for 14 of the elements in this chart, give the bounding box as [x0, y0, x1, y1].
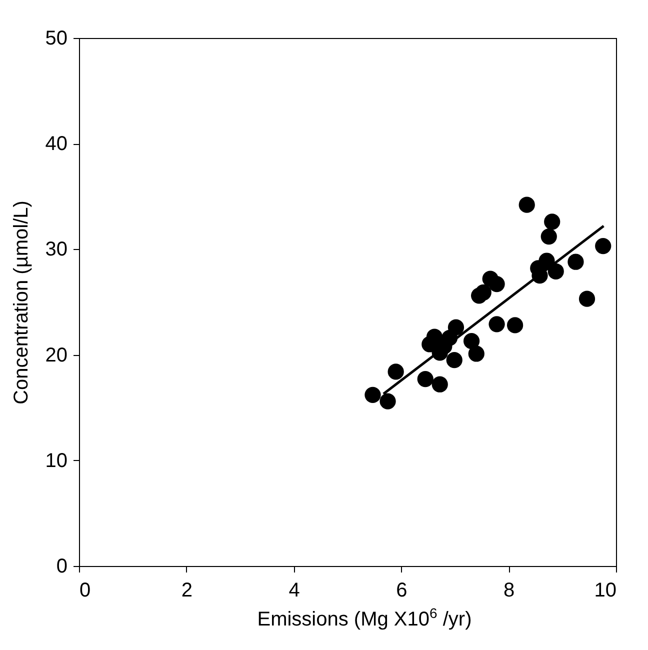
x-tick-label: 6 — [396, 580, 408, 602]
y-tick-label: 40 — [45, 133, 68, 156]
y-tick-label: 20 — [45, 344, 68, 366]
x-tick-label: 10 — [594, 580, 616, 602]
x-tick-label: 2 — [181, 580, 192, 602]
x-axis-title: Emissions (Mg X10$^{6}$ /yr) — [256, 605, 473, 632]
x-tick-label: 4 — [288, 580, 300, 602]
y-tick-label: 30 — [45, 238, 68, 261]
y-axis-title: Concentration (µmol/L) — [10, 200, 32, 404]
y-tick-label: 10 — [45, 450, 68, 472]
y-tick-label: 50 — [45, 28, 68, 50]
x-tick-label: 8 — [504, 580, 515, 602]
y-tick-label: 0 — [56, 556, 68, 578]
x-tick-label: 0 — [80, 580, 91, 602]
